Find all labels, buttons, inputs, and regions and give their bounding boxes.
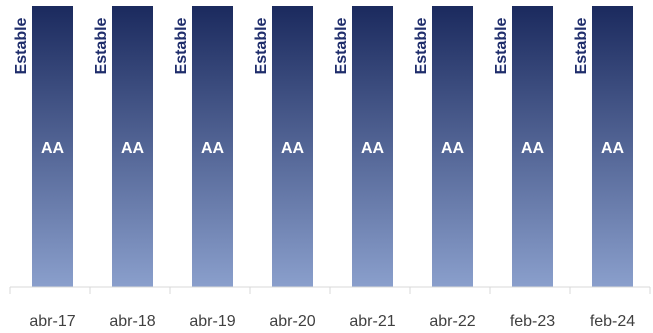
bar-rating-label: AA	[121, 140, 145, 157]
outlook-label: Estable	[13, 17, 30, 74]
bar-abr-19	[192, 6, 233, 287]
outlook-label: Estable	[413, 17, 430, 74]
bar-feb-23	[512, 6, 553, 287]
x-tick-label: abr-22	[429, 313, 475, 330]
outlook-label: Estable	[493, 17, 510, 74]
x-axis: abr-17 abr-18 abr-19 abr-20 abr-21 abr-22 feb-…	[9, 286, 651, 330]
outlook-label: Estable	[333, 17, 350, 74]
bar-abr-18	[112, 6, 153, 287]
x-tick-label: abr-17	[29, 313, 75, 330]
x-tick-label: feb-24	[590, 313, 635, 330]
bar-rating-label: AA	[361, 140, 385, 157]
x-tick-label: abr-21	[349, 313, 395, 330]
outlook-label: Estable	[93, 17, 110, 74]
x-tick-label: abr-20	[269, 313, 315, 330]
bar-rating-label: AA	[441, 140, 465, 157]
bar-abr-20	[272, 6, 313, 287]
outlook-label: Estable	[573, 17, 590, 74]
bar-rating-label: AA	[601, 140, 625, 157]
bar-feb-24	[592, 6, 633, 287]
x-tick-label: abr-18	[109, 313, 155, 330]
x-tick-label: abr-19	[189, 313, 235, 330]
bar-abr-17	[32, 6, 73, 287]
bar-rating-label: AA	[521, 140, 545, 157]
bar-abr-21	[352, 6, 393, 287]
bar-abr-22	[432, 6, 473, 287]
outlook-label: Estable	[253, 17, 270, 74]
outlook-label: Estable	[173, 17, 190, 74]
bar-rating-label: AA	[201, 140, 225, 157]
bars-layer: AA Estable AA Estable AA Estable AA Estable AA Es…	[13, 6, 633, 287]
bar-rating-label: AA	[41, 140, 65, 157]
x-tick-label: feb-23	[510, 313, 555, 330]
bar-rating-label: AA	[281, 140, 305, 157]
